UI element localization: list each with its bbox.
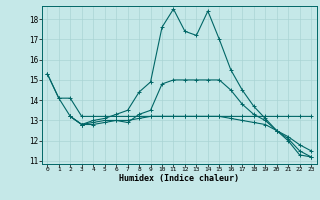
X-axis label: Humidex (Indice chaleur): Humidex (Indice chaleur) [119, 174, 239, 183]
